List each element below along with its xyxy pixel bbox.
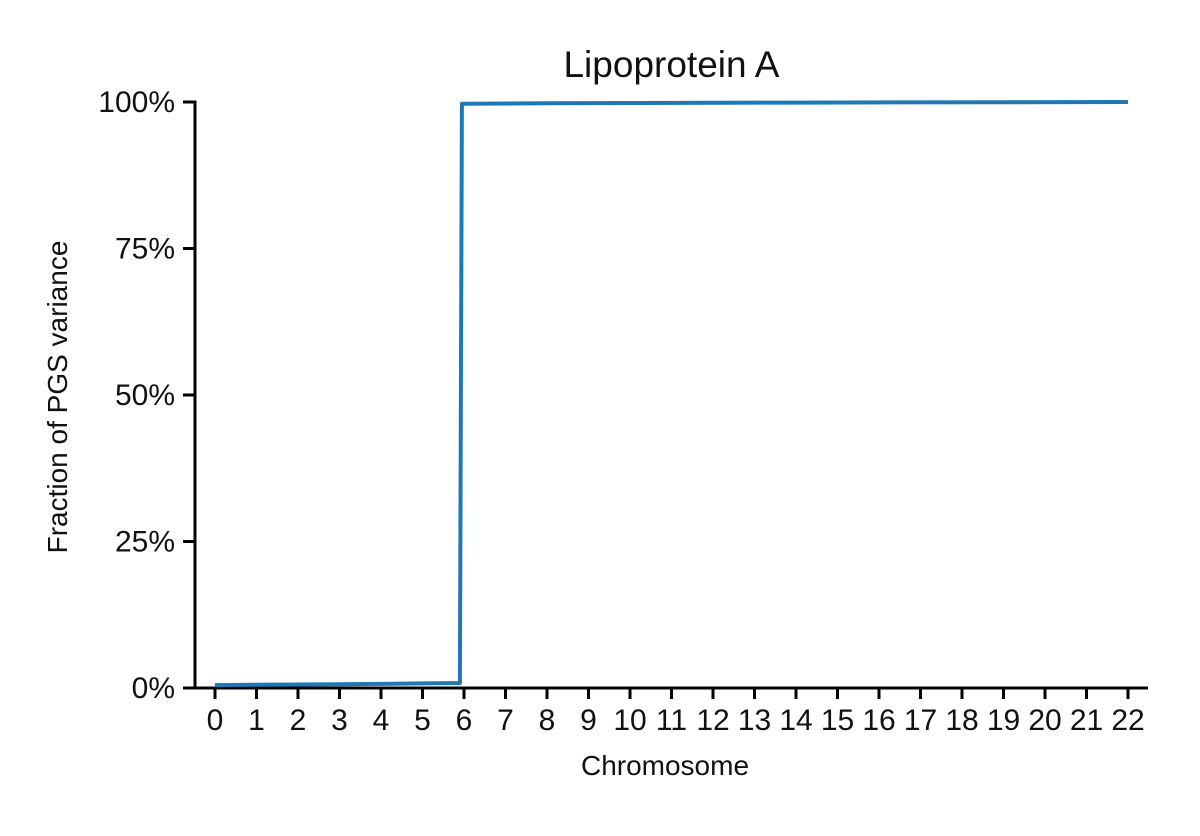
x-tick-label: 12 [696, 704, 729, 737]
x-tick-label: 11 [656, 704, 687, 737]
pgs-variance-line [214, 100, 1129, 688]
x-tick-label: 22 [1111, 704, 1144, 737]
x-tick-label: 0 [207, 704, 224, 737]
x-tick-label: 8 [539, 704, 556, 737]
x-tick-label: 16 [862, 704, 895, 737]
x-tick-label: 6 [456, 704, 473, 737]
x-axis-label: Chromosome [580, 750, 750, 781]
y-tick-label: 100% [98, 86, 175, 119]
x-tick-label: 15 [821, 704, 854, 737]
x-tick-label: 3 [331, 704, 348, 737]
x-tick-label: 1 [248, 704, 265, 737]
x-tick-label: 20 [1028, 704, 1061, 737]
x-tick-label: 7 [497, 704, 514, 737]
series-group [214, 100, 1129, 688]
x-tick-label: 19 [987, 704, 1020, 737]
x-tick-label: 5 [414, 704, 431, 737]
y-tick-label: 75% [115, 233, 175, 266]
y-tick-label: 25% [115, 526, 175, 559]
x-tick-label: 17 [904, 704, 937, 737]
axes-group: 0%25%50%75%100%0 1 2 3 4 5 6 7 8 9 10 11 12 13 14 15 16 1… [98, 86, 1148, 737]
x-tick-label: 4 [373, 704, 390, 737]
x-tick-label: 21 [1070, 704, 1103, 737]
x-tick-label: 2 [290, 704, 307, 737]
y-tick-label: 50% [115, 379, 175, 412]
x-tick-label: 18 [945, 704, 978, 737]
y-tick-label: 0% [132, 672, 175, 705]
x-tick-label: 13 [738, 704, 771, 737]
x-tick-label: 9 [580, 704, 597, 737]
chart-title: Lipoprotein A [563, 44, 780, 85]
x-tick-label: 10 [613, 704, 646, 737]
x-tick-label: 14 [779, 704, 812, 737]
